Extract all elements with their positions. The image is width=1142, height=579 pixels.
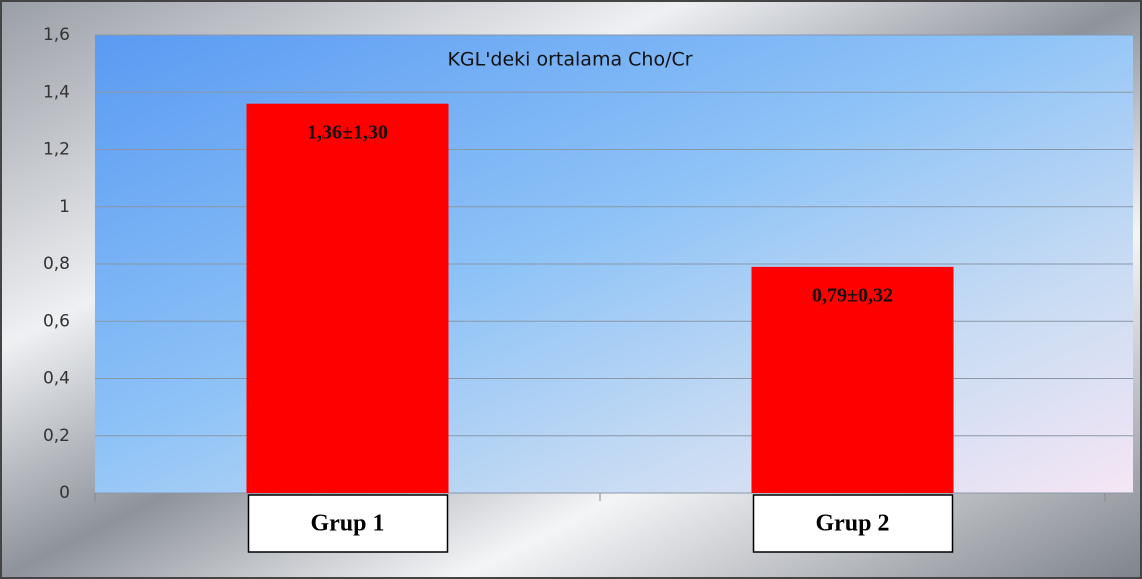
bar: [751, 266, 954, 493]
y-tick-label: 0,2: [43, 426, 70, 446]
y-tick-label: 1: [59, 197, 70, 217]
y-tick-label: 1,2: [43, 140, 70, 160]
category-box: [247, 494, 449, 553]
bar: [246, 103, 449, 493]
y-tick-label: 0,6: [43, 311, 70, 331]
y-tick-label: 0: [59, 483, 70, 503]
category-box: [752, 494, 954, 553]
chart-title: KGL'deki ortalama Cho/Cr: [447, 49, 692, 71]
value-label: 0,79±0,32: [812, 284, 893, 306]
value-label: 1,36±1,30: [307, 121, 388, 143]
y-tick-label: 1,4: [43, 82, 70, 102]
x-tick-label: Grup 2: [815, 511, 889, 537]
y-tick-label: 1,6: [43, 25, 70, 45]
x-tick-label: Grup 1: [310, 511, 384, 537]
y-tick-label: 0,4: [43, 369, 70, 389]
y-tick-label: 0,8: [43, 254, 70, 274]
